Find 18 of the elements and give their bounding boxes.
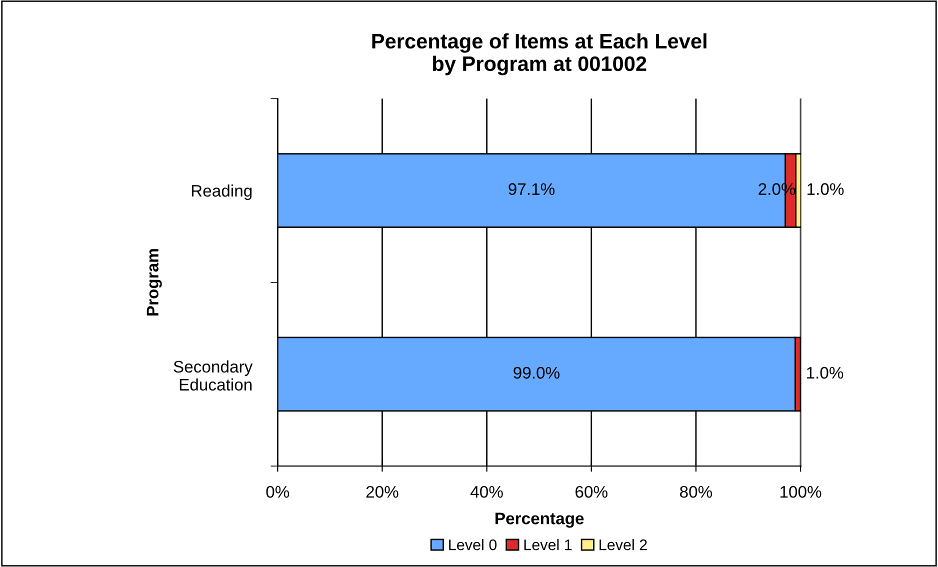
y-tick-label: Secondary Education <box>174 360 253 391</box>
x-tick-label: 20% <box>366 486 398 498</box>
legend-label: Level 0 <box>449 539 497 550</box>
x-tick-label: 100% <box>780 486 822 498</box>
data-label: 99.0% <box>514 366 560 379</box>
legend-label: Level 2 <box>600 539 647 550</box>
x-tick-label: 0% <box>266 486 290 498</box>
x-tick-label: 80% <box>680 486 712 498</box>
y-tick-label: Reading <box>192 184 252 200</box>
data-label: 1.0% <box>808 183 844 195</box>
y-axis-title: Program <box>146 249 162 316</box>
chart-title: Percentage of Items at Each Level by Program at 001002 <box>372 33 706 76</box>
x-tick-label: 60% <box>576 486 608 498</box>
x-tick-label: 40% <box>470 486 503 498</box>
data-label: 97.1% <box>508 183 555 195</box>
legend-label: Level 1 <box>524 539 572 550</box>
x-axis-title: Percentage <box>496 512 584 528</box>
data-label: 1.0% <box>807 366 844 379</box>
